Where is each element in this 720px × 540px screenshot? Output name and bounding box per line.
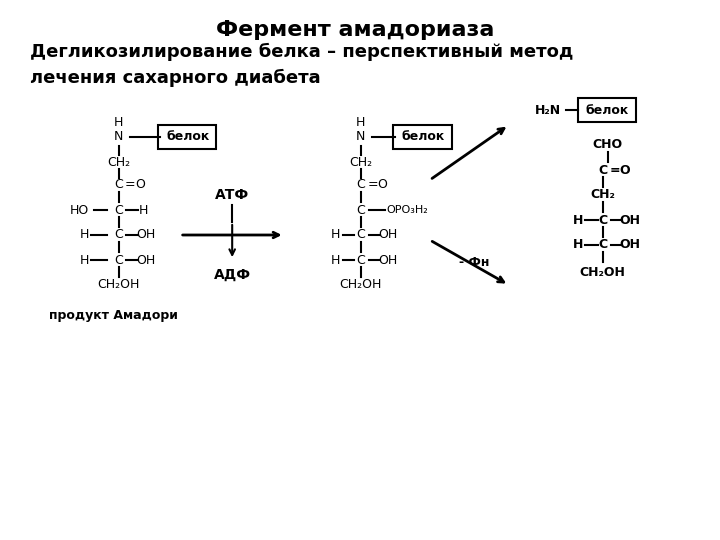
- Text: Фермент амадориаза: Фермент амадориаза: [217, 20, 495, 40]
- Text: C: C: [598, 213, 607, 226]
- Text: CH₂: CH₂: [590, 188, 615, 201]
- Text: белок: белок: [585, 104, 629, 117]
- Text: OH: OH: [620, 213, 641, 226]
- Text: АДФ: АДФ: [214, 268, 251, 282]
- Text: H: H: [331, 253, 341, 267]
- Text: HO: HO: [69, 204, 89, 217]
- Text: OH: OH: [379, 253, 398, 267]
- Text: H: H: [79, 253, 89, 267]
- Text: C: C: [114, 253, 123, 267]
- Text: CH₂OH: CH₂OH: [580, 266, 626, 279]
- Text: H: H: [138, 204, 148, 217]
- FancyBboxPatch shape: [393, 125, 451, 149]
- Text: продукт Амадори: продукт Амадори: [50, 308, 179, 321]
- Text: белок: белок: [166, 131, 210, 144]
- Text: - Фн: - Фн: [459, 255, 490, 268]
- Text: CHO: CHO: [593, 138, 623, 152]
- Text: C: C: [598, 239, 607, 252]
- Text: =: =: [609, 164, 620, 177]
- Text: C: C: [114, 228, 123, 241]
- Text: C: C: [356, 228, 365, 241]
- Text: H: H: [79, 228, 89, 241]
- Text: =: =: [125, 179, 136, 192]
- Text: C: C: [356, 253, 365, 267]
- Text: Дегликозилирование белка – перспективный метод
лечения сахарного диабета: Дегликозилирование белка – перспективный…: [30, 43, 573, 87]
- FancyBboxPatch shape: [578, 98, 636, 122]
- Text: H: H: [356, 116, 365, 129]
- Text: OH: OH: [137, 253, 156, 267]
- Text: C: C: [114, 204, 123, 217]
- Text: H₂N: H₂N: [535, 104, 562, 117]
- Text: C: C: [114, 179, 123, 192]
- Text: белок: белок: [401, 131, 444, 144]
- Text: O: O: [619, 164, 630, 177]
- Text: O: O: [377, 179, 387, 192]
- Text: АТФ: АТФ: [215, 188, 249, 202]
- Text: OH: OH: [379, 228, 398, 241]
- Text: CH₂: CH₂: [107, 156, 130, 168]
- Text: H: H: [331, 228, 341, 241]
- Text: O: O: [135, 179, 145, 192]
- Text: CH₂OH: CH₂OH: [339, 279, 382, 292]
- Text: C: C: [598, 164, 607, 177]
- Text: N: N: [356, 131, 365, 144]
- Text: CH₂: CH₂: [349, 156, 372, 168]
- Text: H: H: [114, 116, 123, 129]
- Text: H: H: [573, 213, 583, 226]
- Text: OH: OH: [620, 239, 641, 252]
- FancyBboxPatch shape: [158, 125, 217, 149]
- Text: C: C: [356, 179, 365, 192]
- Text: OPO₃H₂: OPO₃H₂: [386, 205, 428, 215]
- Text: CH₂OH: CH₂OH: [97, 279, 140, 292]
- Text: OH: OH: [137, 228, 156, 241]
- Text: H: H: [573, 239, 583, 252]
- Text: =: =: [367, 179, 378, 192]
- Text: C: C: [356, 204, 365, 217]
- Text: N: N: [114, 131, 123, 144]
